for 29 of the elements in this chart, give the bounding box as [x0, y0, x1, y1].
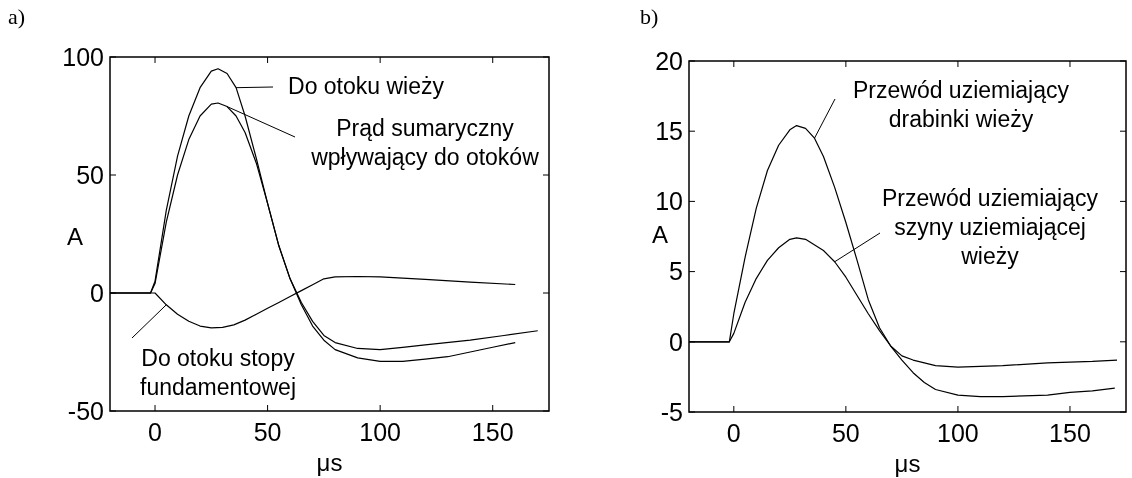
series-label: Przewód uziemiający szyny uziemiającej wieży	[881, 185, 1099, 269]
legend-label: Prąd sumaryczny wpływający do otoków	[310, 115, 540, 170]
y-tick-label: -5	[660, 397, 683, 426]
y-tick-label: 100	[62, 42, 104, 71]
y-tick-label: 5	[669, 257, 683, 286]
y-tick-label: 0	[90, 278, 104, 307]
legend-label: Przewód uziemiający drabinki wieży	[852, 77, 1070, 132]
y-tick-label: -50	[67, 396, 104, 425]
y-tick-label: 0	[669, 327, 683, 356]
y-tick-label: 50	[76, 160, 104, 189]
x-tick-label: 0	[726, 419, 741, 447]
y-tick-label: 10	[655, 187, 683, 216]
x-tick-label: 150	[471, 418, 514, 446]
y-axis-title: A	[66, 223, 84, 250]
series-label: Do otoku stopy fundamentowej	[140, 345, 296, 400]
x-tick-label: 0	[148, 418, 162, 446]
y-tick-label: 15	[655, 116, 683, 145]
x-axis-title: μs	[316, 449, 343, 476]
y-axis-title: A	[651, 221, 669, 248]
x-tick-label: 100	[359, 418, 402, 446]
x-tick-label: 50	[253, 418, 282, 446]
x-axis-title: μs	[894, 450, 921, 477]
x-tick-label: 150	[1049, 419, 1091, 447]
x-tick-label: 50	[831, 419, 860, 447]
legend-label: Do otoku wieży	[288, 73, 445, 99]
x-tick-label: 100	[937, 419, 979, 447]
chart-title: a)	[8, 4, 26, 29]
y-tick-label: 20	[655, 46, 683, 75]
chart-title: b)	[640, 4, 659, 29]
